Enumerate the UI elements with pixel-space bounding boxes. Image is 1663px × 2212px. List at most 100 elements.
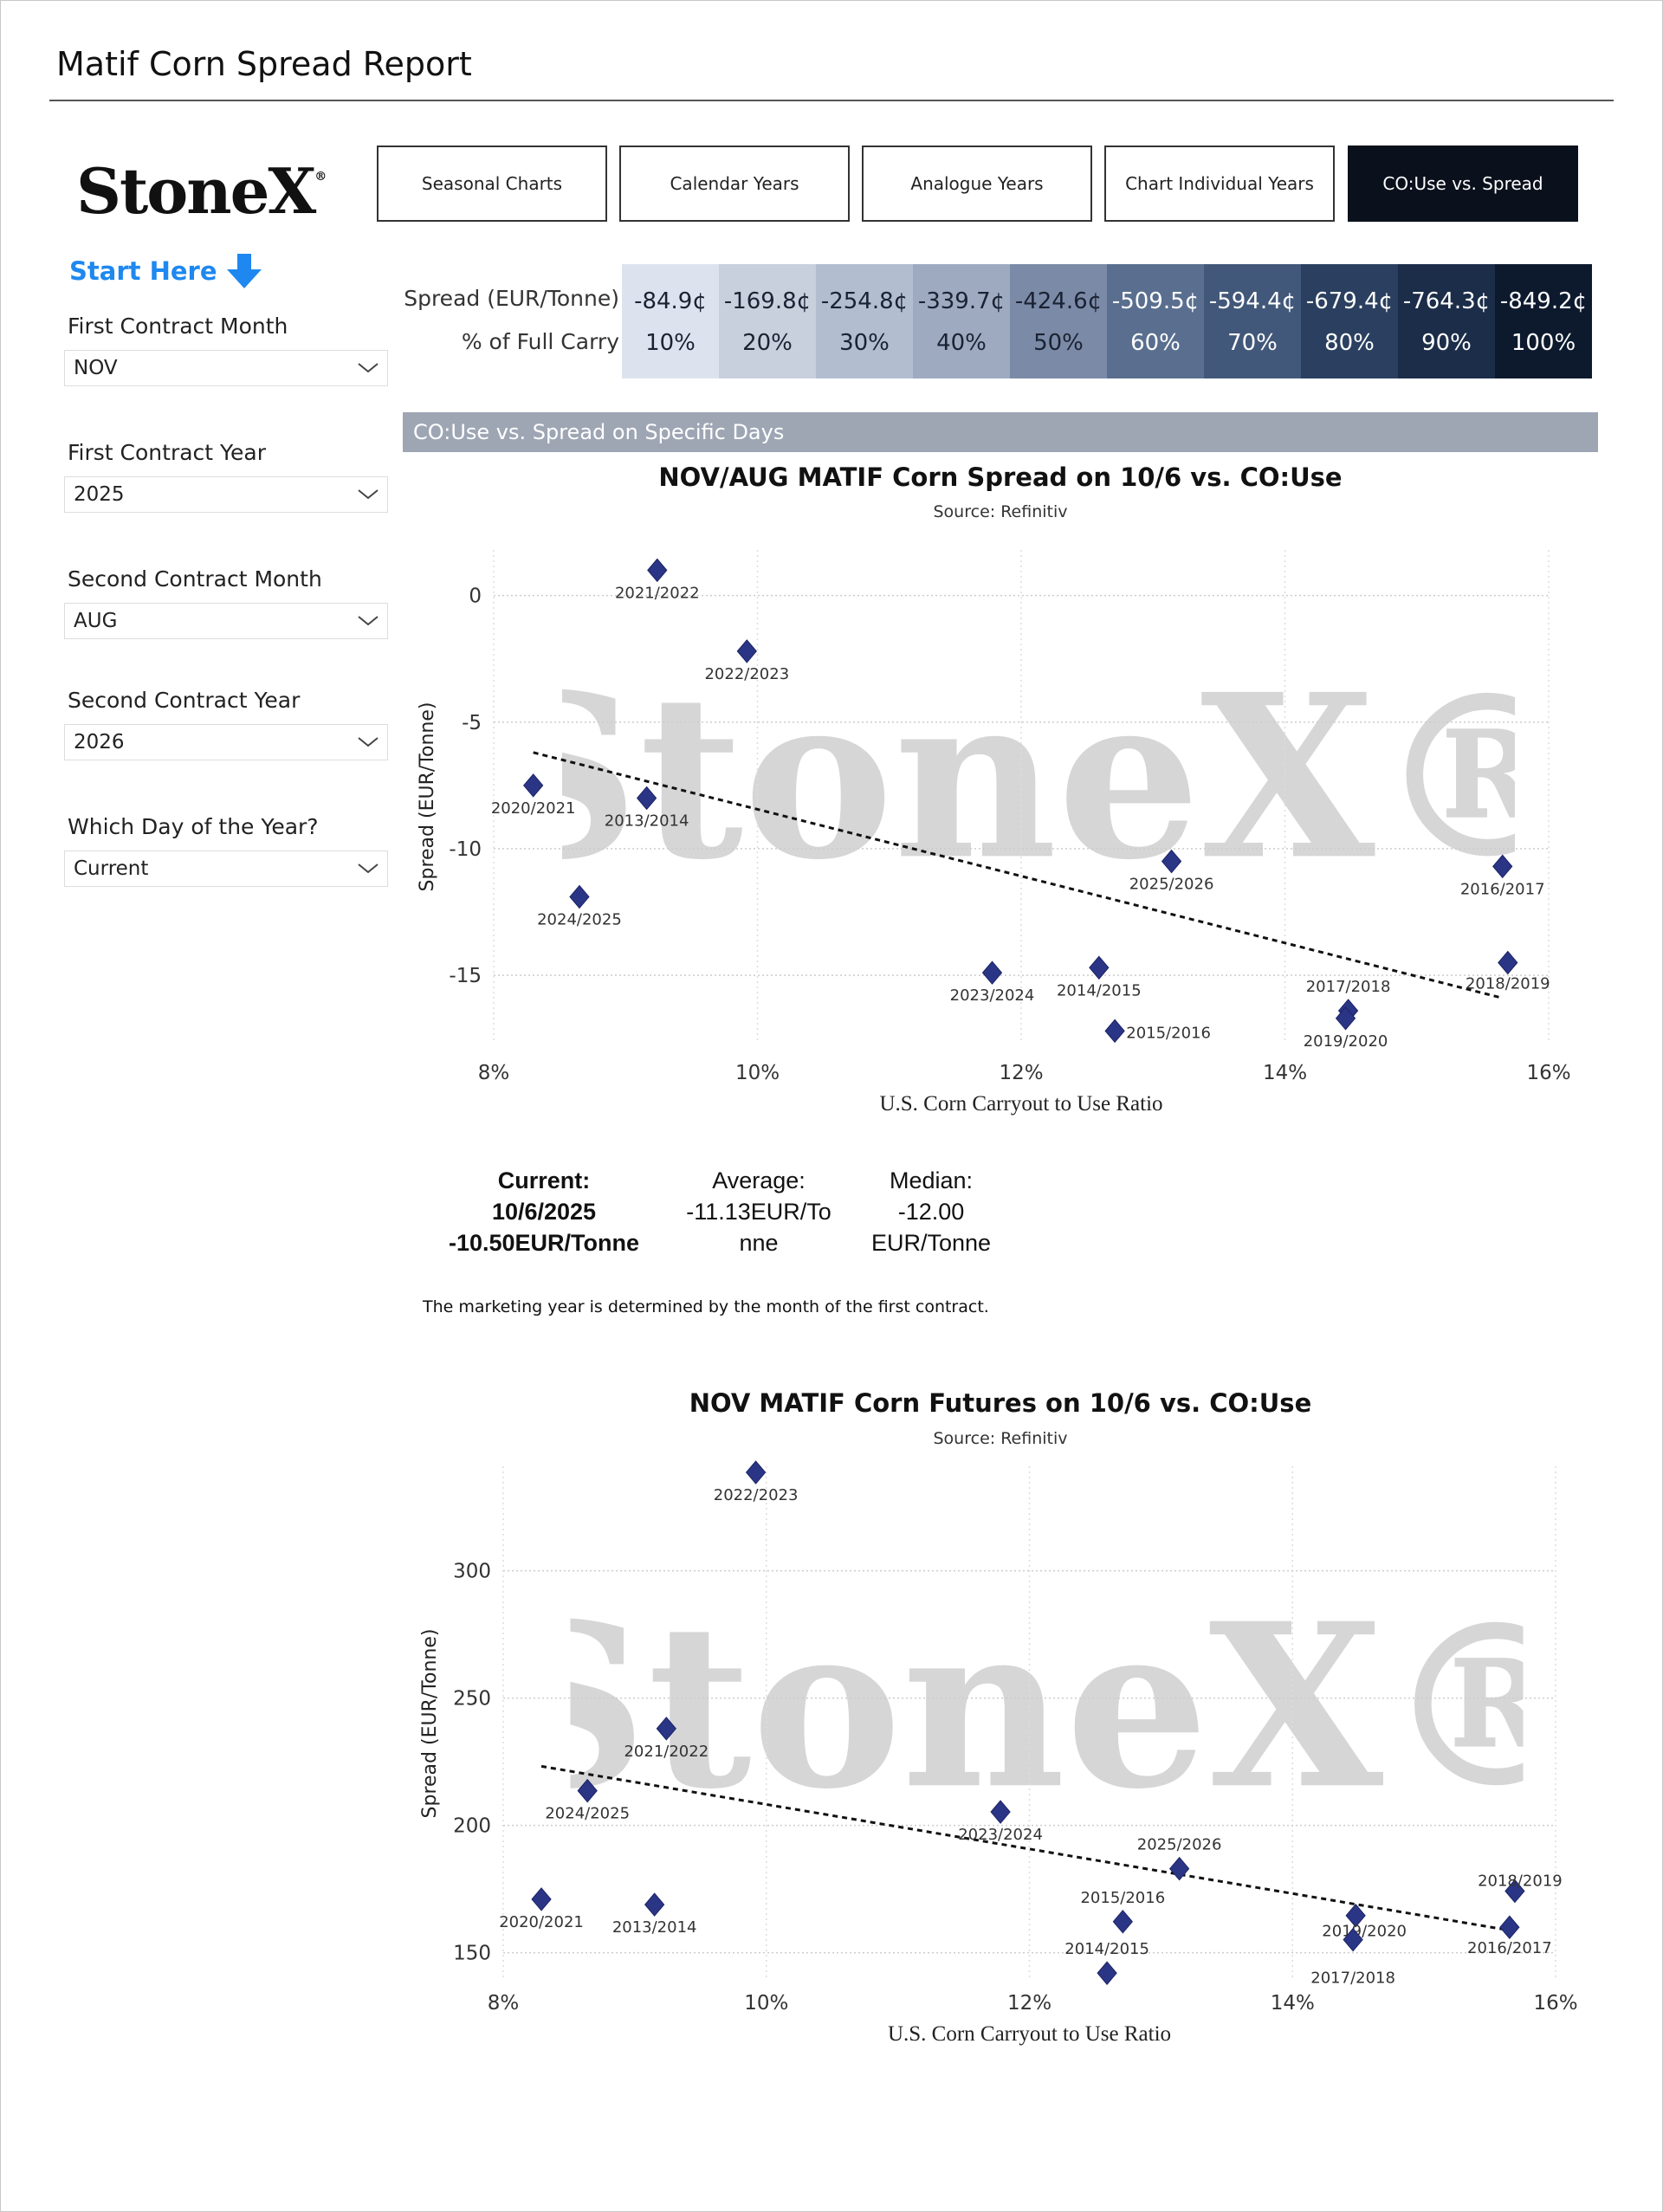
x-tick-label: 10% bbox=[744, 1992, 788, 2015]
stat-current-value: -10.50EUR/Tonne bbox=[448, 1230, 640, 1256]
carry-spread: -849.2¢ bbox=[1499, 288, 1588, 314]
data-point-marker bbox=[647, 558, 668, 583]
chart2-title: NOV MATIF Corn Futures on 10/6 vs. CO:Us… bbox=[689, 1388, 1312, 1418]
y-tick-label: -10 bbox=[449, 838, 482, 861]
filter-dropdown[interactable]: Current bbox=[64, 851, 388, 887]
data-point-label: 2019/2020 bbox=[1304, 1032, 1388, 1051]
filter-dropdown[interactable]: 2025 bbox=[64, 476, 388, 513]
filter-dropdown[interactable]: NOV bbox=[64, 350, 388, 386]
stat-average-label: Average: bbox=[712, 1167, 806, 1193]
nav-button[interactable]: Seasonal Charts bbox=[377, 146, 607, 222]
stat-current-label: Current: bbox=[497, 1167, 591, 1193]
section-header: CO:Use vs. Spread on Specific Days bbox=[403, 412, 1598, 452]
dropdown-value: 2025 bbox=[74, 483, 125, 506]
data-point-label: 2021/2022 bbox=[624, 1743, 709, 1761]
stat-average: Average: -11.13EUR/To nne bbox=[655, 1165, 863, 1258]
marketing-year-note: The marketing year is determined by the … bbox=[423, 1297, 989, 1316]
dropdown-value: AUG bbox=[74, 610, 118, 632]
data-point-marker bbox=[1345, 1903, 1366, 1928]
data-point-label: 2018/2019 bbox=[1466, 974, 1550, 993]
data-point-marker bbox=[1498, 950, 1518, 975]
carry-spread: -679.4¢ bbox=[1305, 288, 1394, 314]
carry-cell: -849.2¢ 100% bbox=[1495, 264, 1592, 378]
data-point-label: 2016/2017 bbox=[1467, 1939, 1552, 1957]
y-tick-label: 200 bbox=[453, 1815, 491, 1838]
carry-spread: -169.8¢ bbox=[723, 288, 812, 314]
carry-pct: 100% bbox=[1511, 330, 1576, 356]
data-point-marker bbox=[1089, 955, 1110, 980]
data-point-label: 2025/2026 bbox=[1137, 1836, 1222, 1854]
chevron-down-icon bbox=[358, 737, 379, 747]
carry-spread: -509.5¢ bbox=[1111, 288, 1200, 314]
data-point-marker bbox=[1499, 1915, 1520, 1940]
trendline bbox=[540, 1764, 1511, 1932]
data-point-label: 2014/2015 bbox=[1057, 981, 1142, 999]
data-point-marker bbox=[1343, 1927, 1363, 1952]
carry-spread: -339.7¢ bbox=[917, 288, 1006, 314]
chart1-title: NOV/AUG MATIF Corn Spread on 10/6 vs. CO… bbox=[658, 462, 1343, 492]
carry-cell: -254.8¢ 30% bbox=[816, 264, 913, 378]
start-here: Start Here bbox=[69, 254, 262, 288]
data-point-label: 2013/2014 bbox=[612, 1918, 697, 1937]
carry-pct: 10% bbox=[645, 330, 696, 356]
stat-median-label: Median: bbox=[889, 1167, 974, 1193]
stat-current-date: 10/6/2025 bbox=[491, 1199, 597, 1225]
stonex-logo: StoneX® bbox=[76, 154, 327, 228]
trendline bbox=[533, 751, 1504, 999]
filter-dropdown[interactable]: AUG bbox=[64, 603, 388, 639]
stat-median: Median: -12.00 EUR/Tonne bbox=[827, 1165, 1035, 1258]
data-point-label: 2022/2023 bbox=[714, 1486, 799, 1504]
y-axis-label: Spread (EUR/Tonne) bbox=[419, 1629, 441, 1819]
data-point-label: 2021/2022 bbox=[615, 584, 700, 602]
chevron-down-icon bbox=[358, 863, 379, 874]
data-point-label: 2016/2017 bbox=[1460, 880, 1545, 898]
chart2-group: 8% 10% 12% 14% 16% 300 250 200 150 U.S. Corn Carr… bbox=[419, 1460, 1578, 2046]
data-point-label: 2024/2025 bbox=[537, 910, 622, 928]
logo-text: StoneX bbox=[76, 154, 316, 228]
carry-pct: 40% bbox=[936, 330, 987, 356]
data-point-label: 2015/2016 bbox=[1080, 1889, 1165, 1907]
chevron-down-icon bbox=[358, 489, 379, 500]
chart1-group: 8% 10% 12% 14% 16% 0 -5 -10 -15 U.S. Corn Carryou… bbox=[417, 550, 1571, 1116]
nav-button[interactable]: CO:Use vs. Spread bbox=[1348, 146, 1578, 222]
data-point-marker bbox=[644, 1892, 665, 1917]
nav-button[interactable]: Chart Individual Years bbox=[1104, 146, 1335, 222]
carry-cell: -84.9¢ 10% bbox=[622, 264, 719, 378]
data-point-marker bbox=[736, 639, 757, 663]
y-tick-label: 0 bbox=[469, 585, 482, 608]
x-tick-label: 14% bbox=[1271, 1992, 1315, 2015]
stonex-watermark bbox=[562, 639, 1515, 917]
data-point-label: 2024/2025 bbox=[545, 1805, 630, 1823]
carry-pct: 60% bbox=[1130, 330, 1181, 356]
filter-label: Second Contract Month bbox=[68, 566, 322, 592]
carry-pct: 90% bbox=[1421, 330, 1472, 356]
chevron-down-icon bbox=[358, 363, 379, 373]
data-point-marker bbox=[990, 1800, 1011, 1824]
chart1-source: Source: Refinitiv bbox=[933, 502, 1068, 521]
data-point-label: 2020/2021 bbox=[491, 799, 576, 818]
logo-registered-mark: ® bbox=[314, 170, 327, 184]
carry-cell: -339.7¢ 40% bbox=[913, 264, 1010, 378]
dropdown-value: 2026 bbox=[74, 731, 125, 754]
data-point-label: 2020/2021 bbox=[499, 1913, 584, 1931]
nav-button[interactable]: Analogue Years bbox=[862, 146, 1092, 222]
x-tick-label: 12% bbox=[999, 1062, 1043, 1084]
carry-spread: -84.9¢ bbox=[634, 288, 707, 314]
carry-spread: -594.4¢ bbox=[1208, 288, 1297, 314]
data-point-marker bbox=[1492, 854, 1513, 879]
filter-dropdown[interactable]: 2026 bbox=[64, 724, 388, 760]
y-tick-label: 250 bbox=[453, 1688, 491, 1711]
x-tick-label: 16% bbox=[1533, 1992, 1577, 2015]
data-point-label: 2017/2018 bbox=[1306, 978, 1391, 996]
carry-cell: -764.3¢ 90% bbox=[1398, 264, 1495, 378]
data-point-marker bbox=[1097, 1961, 1117, 1985]
stat-median-value: -12.00 bbox=[897, 1199, 965, 1225]
data-point-label: 2023/2024 bbox=[958, 1826, 1043, 1844]
x-tick-label: 8% bbox=[478, 1062, 510, 1084]
title-divider bbox=[49, 100, 1614, 101]
y-tick-label: -15 bbox=[449, 965, 482, 987]
carry-pct: 30% bbox=[839, 330, 890, 356]
filter-label: First Contract Year bbox=[68, 440, 266, 465]
nav-button[interactable]: Calendar Years bbox=[619, 146, 850, 222]
